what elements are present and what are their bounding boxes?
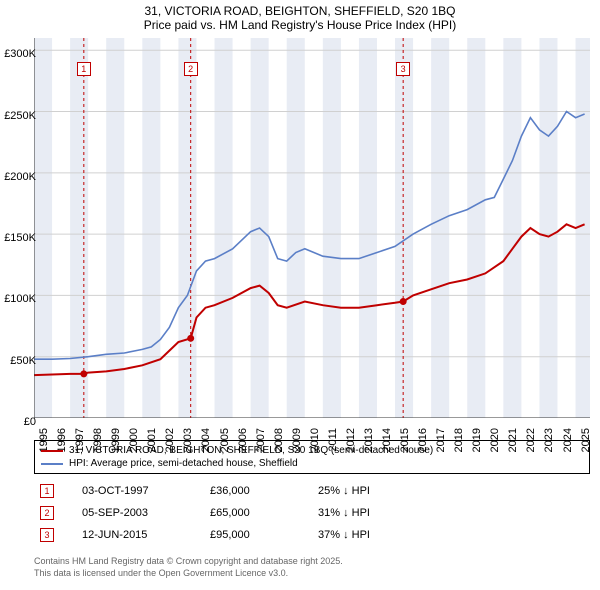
legend-label-1: HPI: Average price, semi-detached house,…: [69, 458, 298, 469]
sale-date: 03-OCT-1997: [82, 485, 182, 497]
sale-marker-flag: 2: [184, 62, 198, 76]
line-chart-svg: [34, 38, 590, 418]
legend-swatch-1: [41, 463, 63, 465]
legend-label-0: 31, VICTORIA ROAD, BEIGHTON, SHEFFIELD, …: [69, 445, 433, 456]
sale-pct: 31% ↓ HPI: [318, 507, 418, 519]
legend-row: HPI: Average price, semi-detached house,…: [41, 457, 583, 470]
sale-marker-box: 1: [40, 484, 54, 498]
sale-price: £95,000: [210, 529, 290, 541]
y-tick-label: £200K: [4, 171, 36, 183]
table-row: 1 03-OCT-1997 £36,000 25% ↓ HPI: [34, 480, 590, 502]
sale-marker-box: 3: [40, 528, 54, 542]
sale-pct: 25% ↓ HPI: [318, 485, 418, 497]
title-address: 31, VICTORIA ROAD, BEIGHTON, SHEFFIELD, …: [0, 4, 600, 18]
sale-marker-box: 2: [40, 506, 54, 520]
legend-row: 31, VICTORIA ROAD, BEIGHTON, SHEFFIELD, …: [41, 444, 583, 457]
legend-box: 31, VICTORIA ROAD, BEIGHTON, SHEFFIELD, …: [34, 440, 590, 474]
y-tick-label: £150K: [4, 232, 36, 244]
sale-date: 05-SEP-2003: [82, 507, 182, 519]
y-tick-label: £100K: [4, 293, 36, 305]
table-row: 3 12-JUN-2015 £95,000 37% ↓ HPI: [34, 524, 590, 546]
y-tick-label: £300K: [4, 48, 36, 60]
footer-line-1: Contains HM Land Registry data © Crown c…: [34, 556, 590, 568]
sale-price: £36,000: [210, 485, 290, 497]
footer-note: Contains HM Land Registry data © Crown c…: [34, 556, 590, 579]
y-tick-label: £50K: [10, 355, 36, 367]
sale-pct: 37% ↓ HPI: [318, 529, 418, 541]
sale-date: 12-JUN-2015: [82, 529, 182, 541]
sale-marker-flag: 1: [77, 62, 91, 76]
y-tick-label: £250K: [4, 110, 36, 122]
sale-marker-flag: 3: [396, 62, 410, 76]
chart-area: 1 2 3: [34, 38, 594, 418]
title-subtitle: Price paid vs. HM Land Registry's House …: [0, 18, 600, 32]
y-tick-label: £0: [24, 416, 36, 428]
legend-swatch-0: [41, 450, 63, 452]
chart-container: 31, VICTORIA ROAD, BEIGHTON, SHEFFIELD, …: [0, 0, 600, 590]
footer-line-2: This data is licensed under the Open Gov…: [34, 568, 590, 580]
sales-table: 1 03-OCT-1997 £36,000 25% ↓ HPI 2 05-SEP…: [34, 480, 590, 546]
sale-price: £65,000: [210, 507, 290, 519]
table-row: 2 05-SEP-2003 £65,000 31% ↓ HPI: [34, 502, 590, 524]
title-block: 31, VICTORIA ROAD, BEIGHTON, SHEFFIELD, …: [0, 0, 600, 32]
